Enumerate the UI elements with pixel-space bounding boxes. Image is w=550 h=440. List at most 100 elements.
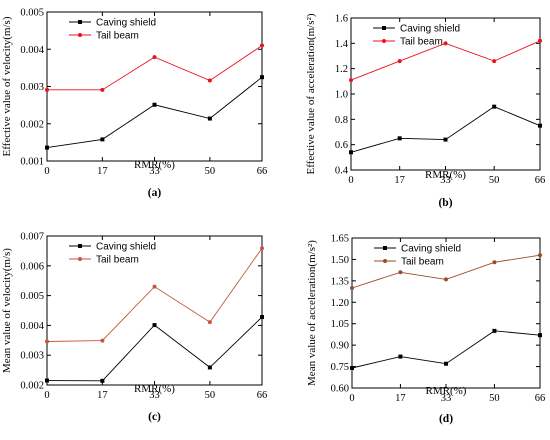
y-tick-label: 0.6 <box>335 140 348 151</box>
y-tick-label: 0.005 <box>20 291 44 302</box>
panel-label: (d) <box>439 413 453 425</box>
data-point-tail-beam <box>350 286 354 290</box>
x-tick-label: 50 <box>489 175 500 186</box>
series-line-caving-shield <box>46 76 263 149</box>
data-point-caving-shield <box>260 315 264 320</box>
data-point-caving-shield <box>350 366 354 370</box>
y-tick-label: 0.60 <box>331 384 349 395</box>
y-tick-label: 0.003 <box>20 82 44 93</box>
x-tick-label: 33 <box>149 390 160 401</box>
x-tick-label: 17 <box>394 175 405 186</box>
data-point-caving-shield <box>444 361 448 366</box>
x-tick-label: 50 <box>205 166 216 177</box>
legend-marker-square <box>78 20 82 24</box>
data-point-caving-shield <box>100 137 105 142</box>
data-point-tail-beam <box>398 270 403 275</box>
y-tick-label: 1.6 <box>335 14 348 25</box>
chart-panel-d: 0.60 0.75 0.90 1.05 1.20 1.35 1.50 1.65 0 17 33 50 6… <box>306 234 545 426</box>
data-point-tail-beam <box>45 339 49 344</box>
data-point-tail-beam <box>397 59 402 64</box>
legend-label: Caving shield <box>96 18 156 29</box>
x-tick-label: 0 <box>348 175 353 186</box>
x-axis-title: RMR(%) <box>426 385 467 397</box>
x-tick-label: 66 <box>535 175 546 186</box>
data-point-caving-shield <box>398 354 403 359</box>
series-line-tail-beam <box>46 247 263 342</box>
y-tick-label: 1.05 <box>331 319 349 330</box>
data-point-tail-beam <box>207 320 212 325</box>
x-tick-label: 50 <box>205 390 216 401</box>
data-point-caving-shield <box>152 102 157 107</box>
y-tick-label: 0.001 <box>20 157 44 168</box>
data-point-tail-beam <box>207 78 212 83</box>
data-point-caving-shield <box>538 333 542 338</box>
panel-label: (c) <box>148 411 161 423</box>
data-point-caving-shield <box>492 104 497 109</box>
legend-marker-square <box>382 26 386 30</box>
legend-label: Tail beam <box>400 37 443 48</box>
x-tick-label: 0 <box>349 393 354 404</box>
chart-panel-a: 0.001 0.002 0.003 0.004 0.005 0 17 33 50 66 RMR(%)… <box>1 8 267 200</box>
data-point-tail-beam <box>538 253 542 258</box>
y-tick-label: 0.005 <box>20 8 44 19</box>
legend-label: Tail beam <box>401 257 444 268</box>
y-axis-title: Effective value of velocity(m/s) <box>1 16 13 156</box>
y-tick-label: 0.4 <box>335 166 349 177</box>
data-point-tail-beam <box>100 338 105 343</box>
data-point-caving-shield <box>207 365 212 370</box>
data-point-caving-shield <box>45 145 49 150</box>
data-point-tail-beam <box>349 78 353 83</box>
x-tick-label: 33 <box>441 393 452 404</box>
legend-marker-circle <box>383 259 387 263</box>
y-tick-label: 1.4 <box>335 39 349 50</box>
y-tick-label: 1.35 <box>331 276 349 287</box>
data-point-tail-beam <box>260 43 264 48</box>
data-point-tail-beam <box>152 284 157 289</box>
y-tick-label: 1.65 <box>331 234 349 245</box>
y-tick-label: 0.003 <box>20 351 44 362</box>
legend-marker-circle <box>78 33 82 37</box>
y-tick-label: 0.75 <box>331 362 349 373</box>
series-line-tail-beam <box>47 45 263 91</box>
data-point-caving-shield <box>45 378 49 383</box>
data-point-tail-beam <box>100 87 105 92</box>
y-tick-label: 0.004 <box>20 321 44 332</box>
data-point-tail-beam <box>492 59 497 64</box>
x-tick-label: 66 <box>257 166 268 177</box>
legend-marker-circle <box>382 39 386 43</box>
x-tick-label: 66 <box>535 393 546 404</box>
legend-marker-square <box>383 246 387 250</box>
data-point-caving-shield <box>349 150 353 155</box>
legend-marker-square <box>78 244 82 248</box>
data-point-caving-shield <box>260 75 264 80</box>
data-point-caving-shield <box>100 378 105 383</box>
data-point-caving-shield <box>443 137 448 142</box>
x-tick-label: 17 <box>97 166 108 177</box>
data-point-caving-shield <box>397 136 402 141</box>
data-point-caving-shield <box>538 123 542 128</box>
y-tick-label: 0.8 <box>335 115 348 126</box>
series-line-tail-beam <box>351 254 541 289</box>
series-line-caving-shield <box>350 106 541 153</box>
x-axis-title: RMR(%) <box>134 383 175 395</box>
data-point-caving-shield <box>152 323 157 328</box>
data-point-tail-beam <box>538 38 542 43</box>
chart-panel-b: 0.4 0.6 0.8 1.0 1.2 1.4 1.6 0 17 33 50 66 RMR(%) Effe… <box>305 13 545 209</box>
y-tick-label: 0.007 <box>20 232 44 243</box>
y-tick-label: 1.50 <box>331 255 349 266</box>
y-tick-label: 1.0 <box>335 90 348 101</box>
x-tick-label: 33 <box>149 166 160 177</box>
y-axis-title: Mean value of velocity(m/s) <box>1 248 13 373</box>
legend-marker-circle <box>78 257 82 261</box>
y-tick-label: 0.002 <box>20 119 44 130</box>
y-axis-title: Mean value of acceleration(m/s²) <box>306 240 318 386</box>
data-point-caving-shield <box>492 328 497 333</box>
x-tick-label: 0 <box>44 166 49 177</box>
data-point-caving-shield <box>207 116 212 121</box>
legend-label: Tail beam <box>96 255 139 266</box>
x-axis-title: RMR(%) <box>425 169 466 181</box>
x-tick-label: 50 <box>489 393 500 404</box>
data-point-tail-beam <box>260 246 264 251</box>
x-tick-label: 33 <box>440 175 451 186</box>
